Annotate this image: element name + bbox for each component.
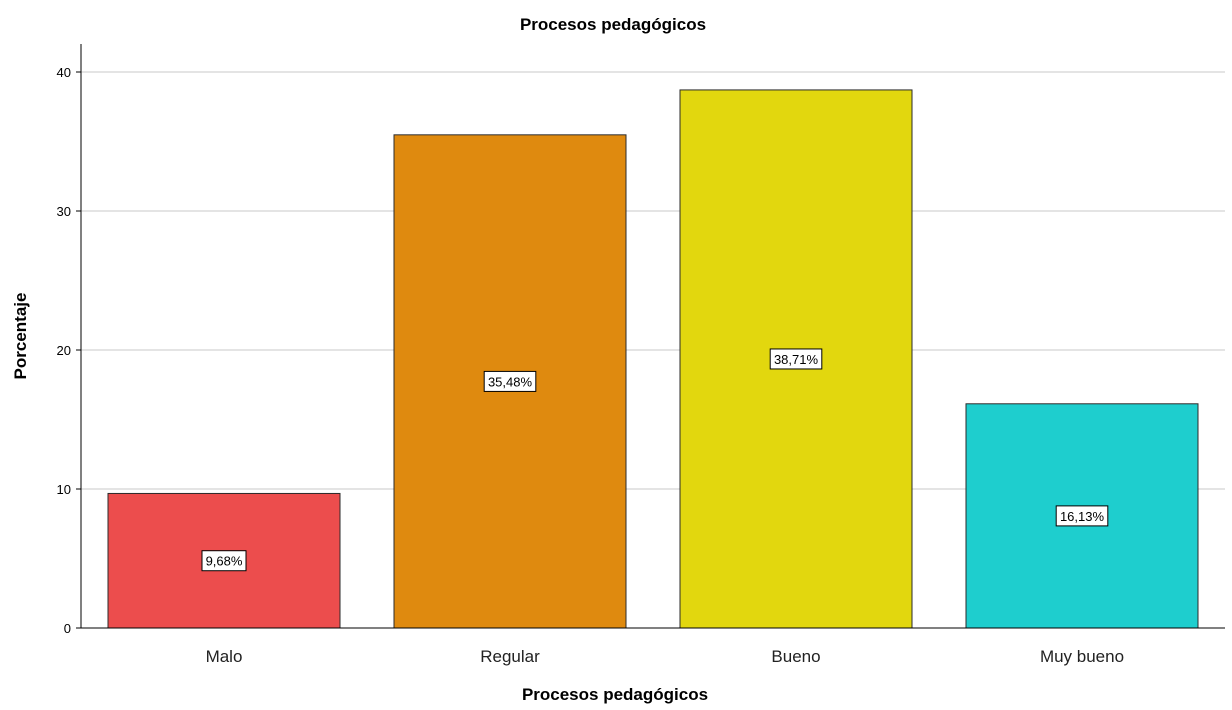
axes — [80, 44, 1225, 629]
data-label-box — [1055, 505, 1109, 527]
y-tick-labels: 0 10 20 30 40 — [57, 65, 81, 636]
x-axis-title: Procesos pedagógicos — [522, 685, 708, 704]
y-tick-label: 0 — [64, 621, 71, 636]
data-label-box — [483, 370, 537, 392]
y-tick-label: 30 — [57, 204, 71, 219]
data-label: 9,68% — [206, 554, 243, 569]
bars — [107, 89, 1199, 629]
y-tick-label: 20 — [57, 343, 71, 358]
data-labels: 9,68% 35,48% 38,71% 16,13% — [201, 348, 1109, 572]
x-tick-label: Malo — [206, 647, 243, 666]
data-label: 16,13% — [1060, 509, 1105, 524]
y-tick-label: 10 — [57, 482, 71, 497]
x-tick-label: Regular — [480, 647, 540, 666]
x-tick-labels: Malo Regular Bueno Muy bueno — [206, 647, 1124, 666]
data-label: 35,48% — [488, 374, 533, 389]
data-label-box — [201, 550, 247, 572]
chart-title: Procesos pedagógicos — [520, 15, 706, 34]
data-label: 38,71% — [774, 352, 819, 367]
x-tick-label: Muy bueno — [1040, 647, 1124, 666]
y-axis-title: Porcentaje — [11, 293, 30, 380]
y-tick-label: 40 — [57, 65, 71, 80]
data-label-box — [769, 348, 823, 370]
x-tick-label: Bueno — [771, 647, 820, 666]
